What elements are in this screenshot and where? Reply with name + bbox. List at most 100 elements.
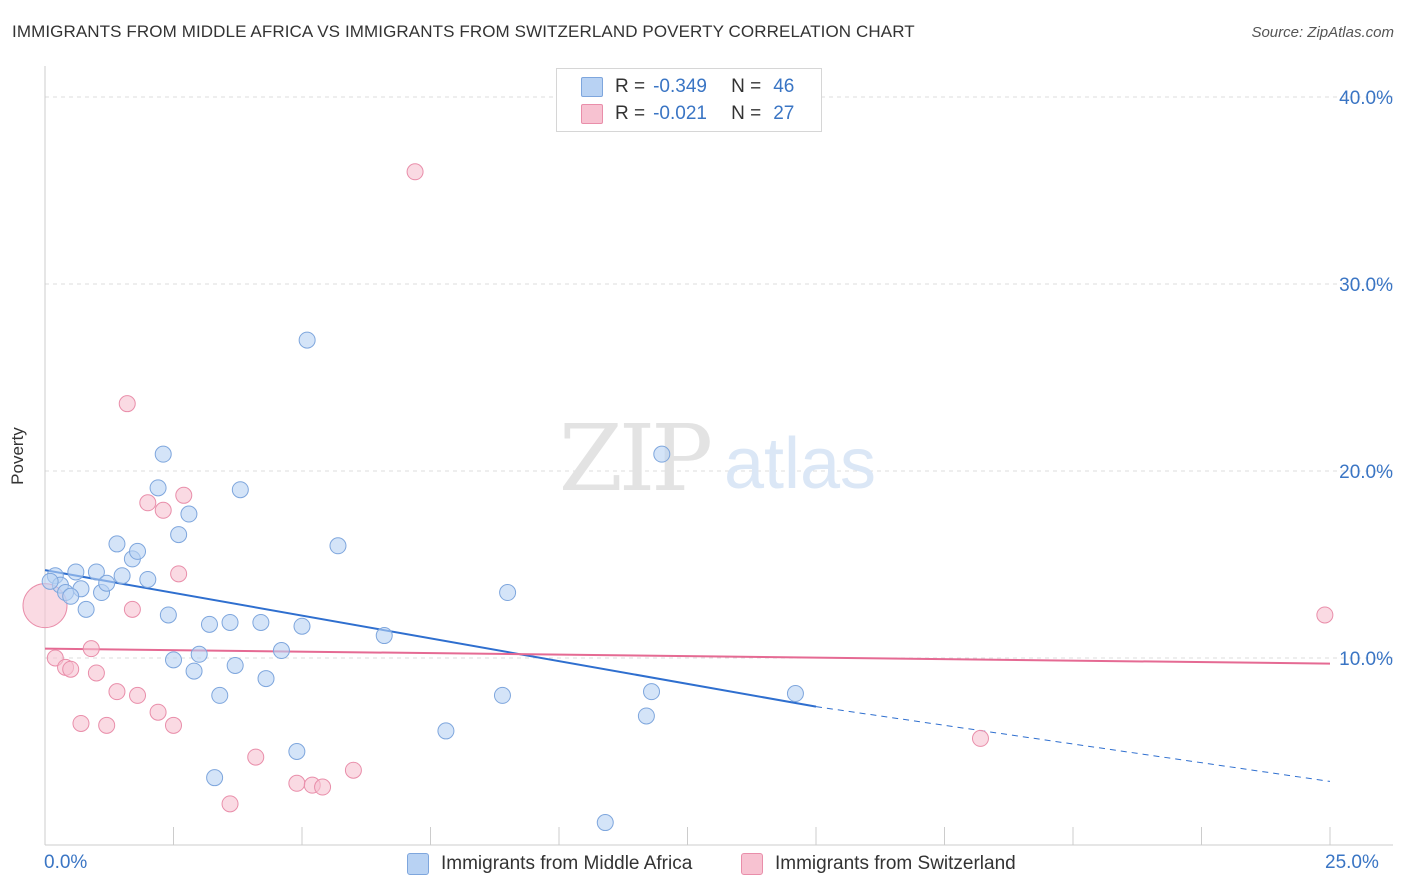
point-middle-africa — [206, 769, 224, 787]
legend-r-value: -0.021 — [653, 103, 707, 124]
point-switzerland — [123, 600, 141, 618]
y-axis-label: Poverty — [8, 427, 27, 485]
point-middle-africa — [252, 613, 270, 631]
bottom-legend-label: Immigrants from Switzerland — [775, 853, 1016, 874]
point-middle-africa — [185, 662, 203, 680]
point-middle-africa — [221, 613, 239, 631]
y-tick-label: 10.0% — [1339, 649, 1393, 670]
point-middle-africa — [165, 651, 182, 669]
bottom-legend-swatch-blue — [407, 853, 429, 875]
point-switzerland — [288, 774, 306, 792]
y-tick-label: 20.0% — [1339, 462, 1393, 483]
point-middle-africa — [499, 584, 517, 602]
x-tick-label-max: 25.0% — [1325, 852, 1379, 873]
axes — [44, 66, 1393, 846]
grid-lines — [45, 96, 1393, 659]
x-tick-label-min: 0.0% — [44, 852, 88, 873]
point-middle-africa — [139, 570, 157, 588]
bottom-legend-middle-africa: Immigrants from Middle Africa — [407, 852, 692, 876]
legend-n-label: N = — [731, 103, 762, 124]
point-switzerland — [62, 660, 80, 678]
legend-row-switzerland: R = -0.021 N = 27 — [581, 103, 794, 125]
point-middle-africa — [298, 331, 316, 349]
legend-r-value: -0.349 — [653, 76, 707, 97]
chart-title: IMMIGRANTS FROM MIDDLE AFRICA VS IMMIGRA… — [12, 22, 915, 41]
point-middle-africa — [41, 572, 59, 590]
point-switzerland — [344, 761, 362, 779]
point-middle-africa — [129, 542, 147, 560]
point-switzerland — [247, 748, 265, 766]
point-middle-africa — [113, 567, 131, 585]
point-switzerland — [1316, 606, 1334, 624]
y-tick-label: 40.0% — [1339, 88, 1393, 109]
point-middle-africa — [170, 526, 188, 544]
y-tick-labels: 10.0% 20.0% 30.0% 40.0% — [1339, 88, 1393, 670]
point-middle-africa — [596, 814, 614, 832]
y-tick-label: 30.0% — [1339, 275, 1393, 296]
legend-row-middle-africa: R = -0.349 N = 46 — [581, 76, 794, 98]
bottom-legend-switzerland: Immigrants from Switzerland — [741, 852, 1016, 876]
point-switzerland — [221, 795, 239, 813]
legend-n-value: 46 — [773, 76, 795, 97]
point-middle-africa — [226, 656, 244, 674]
data-points — [22, 163, 1334, 832]
point-middle-africa — [180, 505, 198, 523]
trend-line-switzerland — [44, 647, 1331, 665]
point-middle-africa — [637, 707, 655, 725]
legend-r-label: R = — [615, 76, 646, 97]
point-middle-africa — [375, 627, 393, 645]
point-middle-africa — [643, 683, 661, 701]
point-middle-africa — [493, 686, 511, 704]
point-middle-africa — [98, 574, 116, 592]
point-middle-africa — [786, 685, 804, 703]
source-label: Source: ZipAtlas.com — [1251, 24, 1394, 41]
point-switzerland — [154, 501, 172, 519]
point-middle-africa — [211, 686, 229, 704]
bottom-legend-label: Immigrants from Middle Africa — [441, 853, 693, 874]
point-switzerland — [314, 778, 332, 796]
point-switzerland — [406, 163, 424, 181]
watermark-zip: ZIP — [559, 405, 710, 512]
trend-lines — [44, 569, 1331, 782]
point-switzerland — [139, 494, 157, 512]
point-middle-africa — [159, 606, 177, 624]
point-switzerland — [170, 565, 188, 583]
legend-r-label: R = — [615, 103, 646, 124]
legend-n-label: N = — [731, 76, 762, 97]
watermark-atlas: atlas — [724, 424, 876, 504]
point-switzerland — [971, 729, 989, 747]
bottom-legend-swatch-pink — [741, 853, 763, 875]
point-middle-africa — [108, 535, 126, 553]
point-switzerland — [149, 703, 167, 721]
point-middle-africa — [329, 537, 347, 555]
point-middle-africa — [437, 722, 455, 740]
point-middle-africa — [288, 743, 306, 760]
point-switzerland — [87, 664, 105, 682]
point-switzerland — [165, 716, 182, 734]
point-middle-africa — [87, 563, 105, 581]
point-switzerland — [82, 640, 100, 658]
point-middle-africa — [154, 445, 172, 463]
point-switzerland — [108, 683, 126, 701]
trend-line-middle-africa — [44, 569, 817, 708]
point-middle-africa — [67, 563, 85, 581]
point-middle-africa — [293, 617, 311, 635]
point-middle-africa — [257, 670, 275, 688]
correlation-legend: R = -0.349 N = 46 R = -0.021 N = 27 — [556, 68, 822, 132]
watermark: ZIP atlas — [559, 405, 876, 512]
trend-line-middle-africa-extension — [815, 706, 1331, 782]
point-switzerland — [129, 686, 147, 704]
point-middle-africa — [200, 615, 218, 633]
point-switzerland — [72, 714, 90, 732]
point-middle-africa — [190, 645, 208, 663]
point-middle-africa — [231, 481, 249, 499]
point-middle-africa — [62, 587, 80, 605]
legend-swatch-pink — [581, 104, 603, 124]
point-middle-africa — [149, 479, 167, 497]
legend-swatch-blue — [581, 77, 603, 97]
point-middle-africa — [272, 642, 290, 660]
point-switzerland — [175, 486, 193, 504]
point-switzerland — [98, 716, 116, 734]
point-middle-africa — [77, 600, 95, 618]
